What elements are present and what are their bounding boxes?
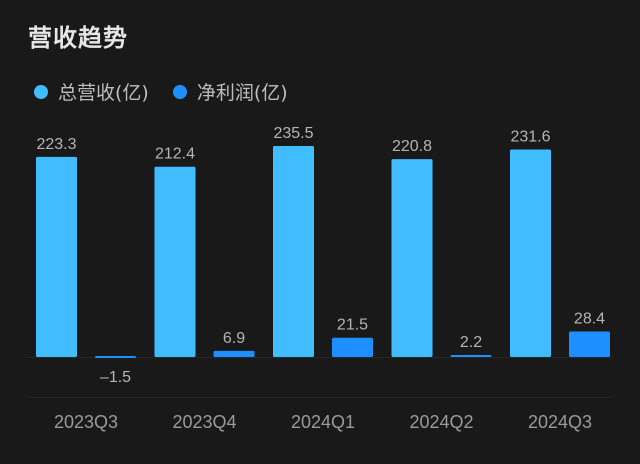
data-label: –1.5	[100, 369, 131, 386]
legend-label: 总营收(亿)	[58, 82, 149, 104]
bar-revenue-2024Q1	[273, 145, 314, 357]
legend-dot-icon	[34, 84, 48, 99]
x-tick-label: 2024Q1	[291, 412, 355, 432]
bar-profit-2024Q1	[332, 337, 373, 357]
chart-title: 营收趋势	[28, 24, 128, 52]
data-label: 220.8	[392, 138, 432, 155]
data-label: 231.6	[510, 128, 550, 145]
x-tick-label: 2024Q3	[528, 412, 592, 432]
data-label: 212.4	[155, 146, 195, 163]
x-tick-label: 2024Q2	[409, 412, 473, 432]
legend-label: 净利润(亿)	[196, 82, 288, 104]
data-label: 21.5	[337, 317, 368, 334]
data-label: 6.9	[223, 330, 245, 347]
legend-dot-icon	[172, 84, 187, 99]
data-label: 223.3	[36, 136, 76, 153]
legend-item-revenue[interactable]: 总营收(亿)	[34, 78, 149, 105]
bar-profit-2023Q3	[95, 356, 136, 358]
data-label: 2.2	[460, 334, 482, 351]
bar-revenue-2024Q2	[391, 159, 433, 357]
bar-revenue-2024Q3	[510, 149, 551, 357]
x-tick-label: 2023Q4	[172, 412, 236, 432]
legend-item-profit[interactable]: 净利润(亿)	[172, 78, 288, 105]
bar-profit-2024Q3	[569, 331, 610, 357]
data-label: 28.4	[574, 311, 605, 328]
bar-revenue-2023Q4	[154, 166, 196, 357]
legend: 总营收(亿) 净利润(亿)	[34, 78, 288, 105]
data-label: 235.5	[273, 125, 313, 142]
x-tick-label: 2023Q3	[54, 412, 118, 432]
bar-profit-2023Q4	[213, 350, 255, 357]
bar-revenue-2023Q3	[36, 156, 77, 357]
bar-profit-2024Q2	[450, 355, 492, 357]
